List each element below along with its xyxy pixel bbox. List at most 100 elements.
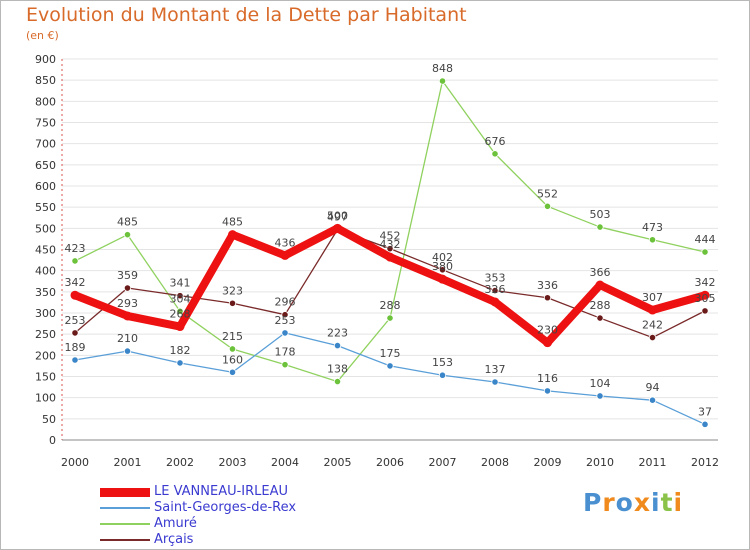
data-point bbox=[176, 307, 184, 315]
data-label: 341 bbox=[170, 277, 191, 290]
data-point bbox=[333, 341, 342, 350]
data-point bbox=[280, 250, 290, 260]
x-tick-label: 2007 bbox=[429, 456, 457, 469]
y-tick-label: 850 bbox=[35, 74, 56, 87]
x-tick-label: 2002 bbox=[166, 456, 194, 469]
data-point bbox=[701, 307, 709, 315]
data-point bbox=[648, 396, 657, 404]
legend-item: Amuré bbox=[100, 516, 400, 532]
data-label: 342 bbox=[695, 276, 716, 289]
x-tick-label: 2006 bbox=[376, 456, 404, 469]
data-point bbox=[176, 292, 184, 300]
data-point bbox=[491, 378, 499, 386]
data-label: 253 bbox=[65, 314, 86, 327]
data-point bbox=[281, 311, 289, 319]
data-label: 473 bbox=[642, 221, 663, 234]
data-point bbox=[228, 299, 237, 307]
data-point bbox=[386, 362, 394, 370]
data-label: 293 bbox=[117, 297, 138, 310]
data-point bbox=[438, 371, 447, 379]
data-label: 323 bbox=[222, 284, 243, 297]
data-point bbox=[123, 347, 132, 355]
data-point bbox=[438, 77, 447, 85]
data-label: 552 bbox=[537, 187, 558, 200]
x-tick-label: 2004 bbox=[271, 456, 299, 469]
data-label: 242 bbox=[642, 319, 663, 332]
legend-swatch bbox=[100, 507, 150, 509]
data-label: 182 bbox=[170, 344, 191, 357]
legend-item: LE VANNEAU-IRLEAU bbox=[100, 484, 400, 500]
data-label: 503 bbox=[590, 208, 611, 221]
x-tick-label: 2000 bbox=[61, 456, 89, 469]
logo-letter: i bbox=[673, 488, 684, 517]
data-label: 210 bbox=[117, 332, 138, 345]
legend-swatch bbox=[100, 487, 150, 497]
y-tick-label: 500 bbox=[35, 222, 56, 235]
data-label: 307 bbox=[642, 291, 663, 304]
y-tick-label: 350 bbox=[35, 286, 56, 299]
legend-swatch bbox=[100, 523, 150, 525]
legend-swatch bbox=[100, 539, 150, 541]
data-point bbox=[123, 231, 132, 239]
y-tick-label: 550 bbox=[35, 201, 56, 214]
data-point bbox=[596, 392, 604, 400]
data-label: 296 bbox=[275, 296, 296, 309]
data-label: 497 bbox=[327, 211, 348, 224]
data-label: 342 bbox=[65, 276, 86, 289]
data-label: 485 bbox=[117, 216, 138, 229]
data-label: 37 bbox=[698, 405, 712, 418]
data-label: 178 bbox=[275, 346, 296, 359]
data-point bbox=[333, 377, 342, 386]
y-tick-label: 100 bbox=[35, 392, 56, 405]
data-point bbox=[71, 257, 79, 265]
data-label: 423 bbox=[65, 242, 86, 255]
data-point bbox=[176, 359, 184, 367]
data-label: 288 bbox=[590, 299, 611, 312]
data-point bbox=[70, 290, 80, 300]
data-label: 268 bbox=[170, 308, 191, 321]
data-point bbox=[648, 333, 657, 342]
y-tick-label: 150 bbox=[35, 371, 56, 384]
logo-letter: t bbox=[660, 488, 674, 517]
y-tick-label: 900 bbox=[35, 53, 56, 66]
data-point bbox=[386, 314, 394, 322]
data-point bbox=[438, 266, 447, 274]
data-label: 436 bbox=[275, 236, 296, 249]
logo-letter: P bbox=[583, 488, 603, 517]
y-tick-label: 700 bbox=[35, 138, 56, 151]
data-point bbox=[385, 252, 395, 262]
data-point bbox=[281, 329, 289, 337]
data-point bbox=[438, 274, 447, 284]
data-point bbox=[700, 290, 710, 300]
x-tick-label: 2005 bbox=[324, 456, 352, 469]
data-point bbox=[123, 311, 132, 321]
legend-label: Amuré bbox=[154, 516, 197, 531]
data-point bbox=[595, 280, 605, 290]
data-point bbox=[491, 150, 499, 158]
data-label: 366 bbox=[590, 266, 611, 279]
data-label: 500 bbox=[327, 209, 348, 222]
y-tick-label: 800 bbox=[35, 95, 56, 108]
data-label: 137 bbox=[485, 363, 506, 376]
data-label: 175 bbox=[380, 347, 401, 360]
data-label: 215 bbox=[222, 330, 243, 343]
x-tick-label: 2011 bbox=[639, 456, 667, 469]
y-tick-label: 750 bbox=[35, 117, 56, 130]
x-tick-label: 2008 bbox=[481, 456, 509, 469]
data-point bbox=[648, 305, 657, 315]
y-tick-label: 300 bbox=[35, 307, 56, 320]
data-point bbox=[281, 361, 289, 369]
legend-label: LE VANNEAU-IRLEAU bbox=[154, 484, 289, 499]
data-point bbox=[71, 329, 79, 337]
data-label: 138 bbox=[327, 363, 348, 376]
data-point bbox=[543, 294, 552, 302]
data-point bbox=[596, 223, 604, 231]
data-point bbox=[333, 223, 342, 233]
data-label: 288 bbox=[380, 299, 401, 312]
data-label: 189 bbox=[65, 341, 86, 354]
data-label: 104 bbox=[590, 377, 611, 390]
y-tick-label: 600 bbox=[35, 180, 56, 193]
legend-item: Arçais bbox=[100, 532, 400, 548]
